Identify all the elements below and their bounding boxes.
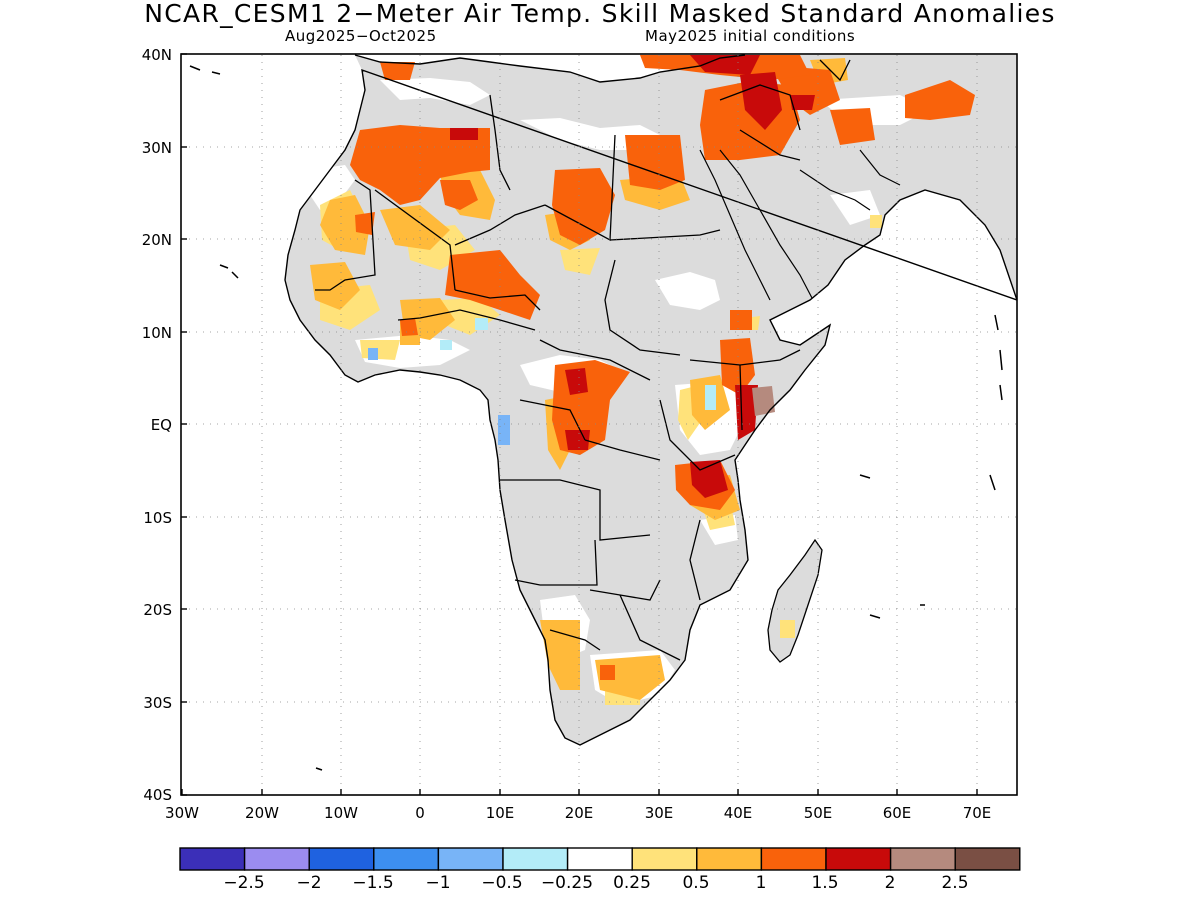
colorbar-label: −2.5 (223, 873, 264, 893)
land-africa (285, 55, 1017, 745)
colorbar-label: −0.25 (541, 873, 593, 893)
y-tick-label: 40S (143, 786, 172, 804)
colorbar-swatch (566, 847, 633, 871)
land-madagascar (767, 538, 823, 663)
y-tick-label: EQ (151, 416, 172, 434)
y-axis (181, 53, 187, 796)
colorbar-swatch (502, 847, 569, 871)
colorbar-swatch (179, 847, 246, 871)
colorbar-label: 2 (885, 873, 896, 893)
y-tick-label: 10S (143, 509, 172, 527)
x-axis-labels: 30W 20W 10W 0 10E 20E 30E 40E 50E 60E 70… (165, 804, 991, 822)
coastline-africa (284, 54, 1017, 746)
colorbar (179, 847, 1021, 871)
colorbar-label: 2.5 (941, 873, 968, 893)
colorbar-label: −1.5 (352, 873, 393, 893)
negative-anomalies (368, 318, 716, 445)
anomaly-2 (752, 386, 775, 416)
forecast-period: Aug2025−Oct2025 (285, 27, 437, 45)
x-tick-label: 0 (415, 804, 425, 822)
colorbar-swatch (437, 847, 504, 871)
x-tick-label: 20W (245, 804, 279, 822)
colorbar-label: 0.5 (682, 873, 709, 893)
colorbar-swatch (696, 847, 763, 871)
y-tick-label: 30S (143, 694, 172, 712)
colorbar-label: 1 (756, 873, 767, 893)
map-content (189, 54, 1017, 771)
country-borders (315, 59, 851, 661)
x-tick-label: 10E (486, 804, 515, 822)
map-gridlines (182, 55, 1017, 795)
y-tick-label: 40N (142, 46, 172, 64)
colorbar-swatch (631, 847, 698, 871)
y-tick-label: 10N (142, 324, 172, 342)
x-tick-label: 20E (565, 804, 594, 822)
y-tick-label: 30N (142, 139, 172, 157)
colorbar-swatch (373, 847, 440, 871)
x-tick-label: 40E (724, 804, 753, 822)
x-axis (181, 789, 978, 795)
red-sea-coast (699, 149, 901, 301)
x-tick-label: 50E (804, 804, 833, 822)
x-tick-label: 30W (165, 804, 199, 822)
colorbar-label: 0.25 (613, 873, 651, 893)
y-tick-label: 20N (142, 231, 172, 249)
y-tick-label: 20S (143, 601, 172, 619)
colorbar-swatch (889, 847, 956, 871)
colorbar-label: −0.5 (481, 873, 522, 893)
colorbar-label: 1.5 (811, 873, 838, 893)
islands (189, 65, 1003, 771)
colorbar-swatch (954, 847, 1021, 871)
map-title: NCAR_CESM1 2−Meter Air Temp. Skill Maske… (144, 0, 1056, 28)
colorbar-swatch (308, 847, 375, 871)
colorbar-swatch (243, 847, 310, 871)
colorbar-swatch (760, 847, 827, 871)
x-tick-label: 60E (883, 804, 912, 822)
x-tick-label: 70E (963, 804, 992, 822)
x-tick-label: 10W (324, 804, 358, 822)
initial-conditions: May2025 initial conditions (645, 27, 856, 45)
x-tick-label: 30E (645, 804, 674, 822)
colorbar-labels: −2.5 −2 −1.5 −1 −0.5 −0.25 0.25 0.5 1 1.… (223, 873, 968, 893)
y-axis-labels: 40N 30N 20N 10N EQ 10S 20S 30S 40S (142, 46, 172, 804)
colorbar-label: −1 (425, 873, 450, 893)
colorbar-swatch (825, 847, 892, 871)
colorbar-label: −2 (296, 873, 321, 893)
